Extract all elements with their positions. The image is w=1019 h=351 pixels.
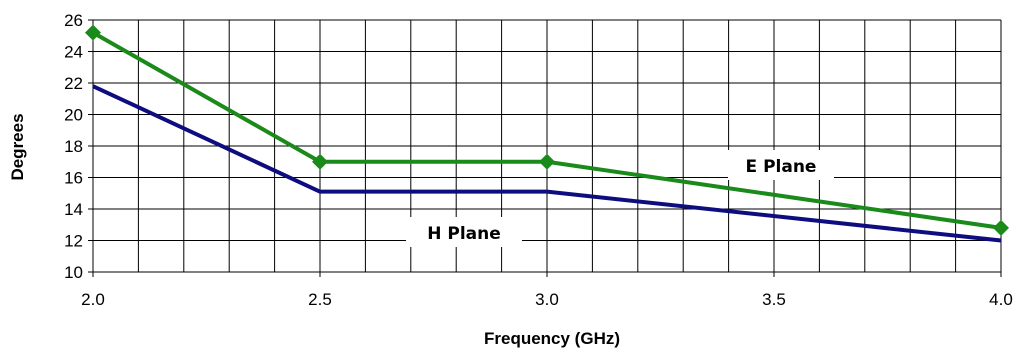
y-tick-label: 12 <box>64 232 83 251</box>
h-plane-line <box>92 84 1002 243</box>
e-plane-marker <box>312 153 328 170</box>
y-tick-label: 14 <box>64 200 83 219</box>
e-plane-marker <box>85 24 101 41</box>
e-plane-label: E Plane <box>728 150 834 180</box>
series-group <box>85 24 1009 243</box>
e-plane-marker <box>993 219 1009 236</box>
x-tick-label: 2.5 <box>308 290 332 309</box>
y-tick-label: 16 <box>64 169 83 188</box>
x-tick-labels: 2.0 2.5 3.0 3.5 4.0 <box>81 290 1013 309</box>
e-plane-line <box>92 30 1002 230</box>
x-tick-label: 3.5 <box>762 290 786 309</box>
e-plane-label-text: E Plane <box>746 157 817 177</box>
y-tick-label: 20 <box>64 106 83 125</box>
h-plane-label-text: H Plane <box>427 224 501 244</box>
y-tick-label: 10 <box>64 263 83 282</box>
y-tick-labels: 10 12 14 16 18 20 22 24 26 <box>64 11 83 282</box>
x-tick-label: 2.0 <box>81 290 105 309</box>
y-tick-label: 26 <box>64 11 83 30</box>
x-tick-label: 3.0 <box>535 290 559 309</box>
x-tick-label: 4.0 <box>989 290 1013 309</box>
x-axis-title: Frequency (GHz) <box>484 329 620 348</box>
y-tick-label: 18 <box>64 137 83 156</box>
h-plane-label: H Plane <box>406 217 522 247</box>
e-plane-marker <box>539 153 555 170</box>
y-axis-title: Degrees <box>8 113 27 180</box>
grid <box>88 19 1002 277</box>
y-tick-label: 22 <box>64 74 83 93</box>
y-tick-label: 24 <box>64 43 83 62</box>
